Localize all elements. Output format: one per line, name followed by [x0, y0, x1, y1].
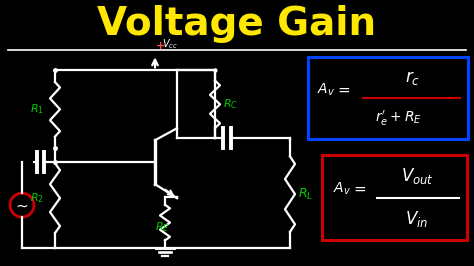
Text: =: = — [354, 182, 366, 197]
Text: $A_v$: $A_v$ — [333, 181, 351, 197]
Text: $R_1$: $R_1$ — [30, 102, 44, 116]
Text: ~: ~ — [16, 199, 28, 214]
Text: Voltage Gain: Voltage Gain — [98, 6, 376, 43]
Text: $R_L$: $R_L$ — [299, 186, 313, 202]
Text: $R_E$: $R_E$ — [155, 221, 169, 234]
FancyBboxPatch shape — [322, 155, 467, 240]
Text: $r_c$: $r_c$ — [405, 69, 420, 87]
Text: $R_2$: $R_2$ — [30, 191, 44, 205]
Text: $A_v$: $A_v$ — [317, 82, 335, 98]
Text: $r_e' + R_E$: $r_e' + R_E$ — [374, 109, 421, 128]
Text: =: = — [337, 83, 350, 98]
Text: +: + — [156, 41, 165, 51]
Text: $R_C$: $R_C$ — [223, 97, 238, 111]
Text: $V_{out}$: $V_{out}$ — [401, 167, 433, 186]
FancyBboxPatch shape — [308, 57, 468, 139]
Text: $V_{cc}$: $V_{cc}$ — [162, 38, 178, 51]
Text: $V_{in}$: $V_{in}$ — [405, 209, 428, 229]
